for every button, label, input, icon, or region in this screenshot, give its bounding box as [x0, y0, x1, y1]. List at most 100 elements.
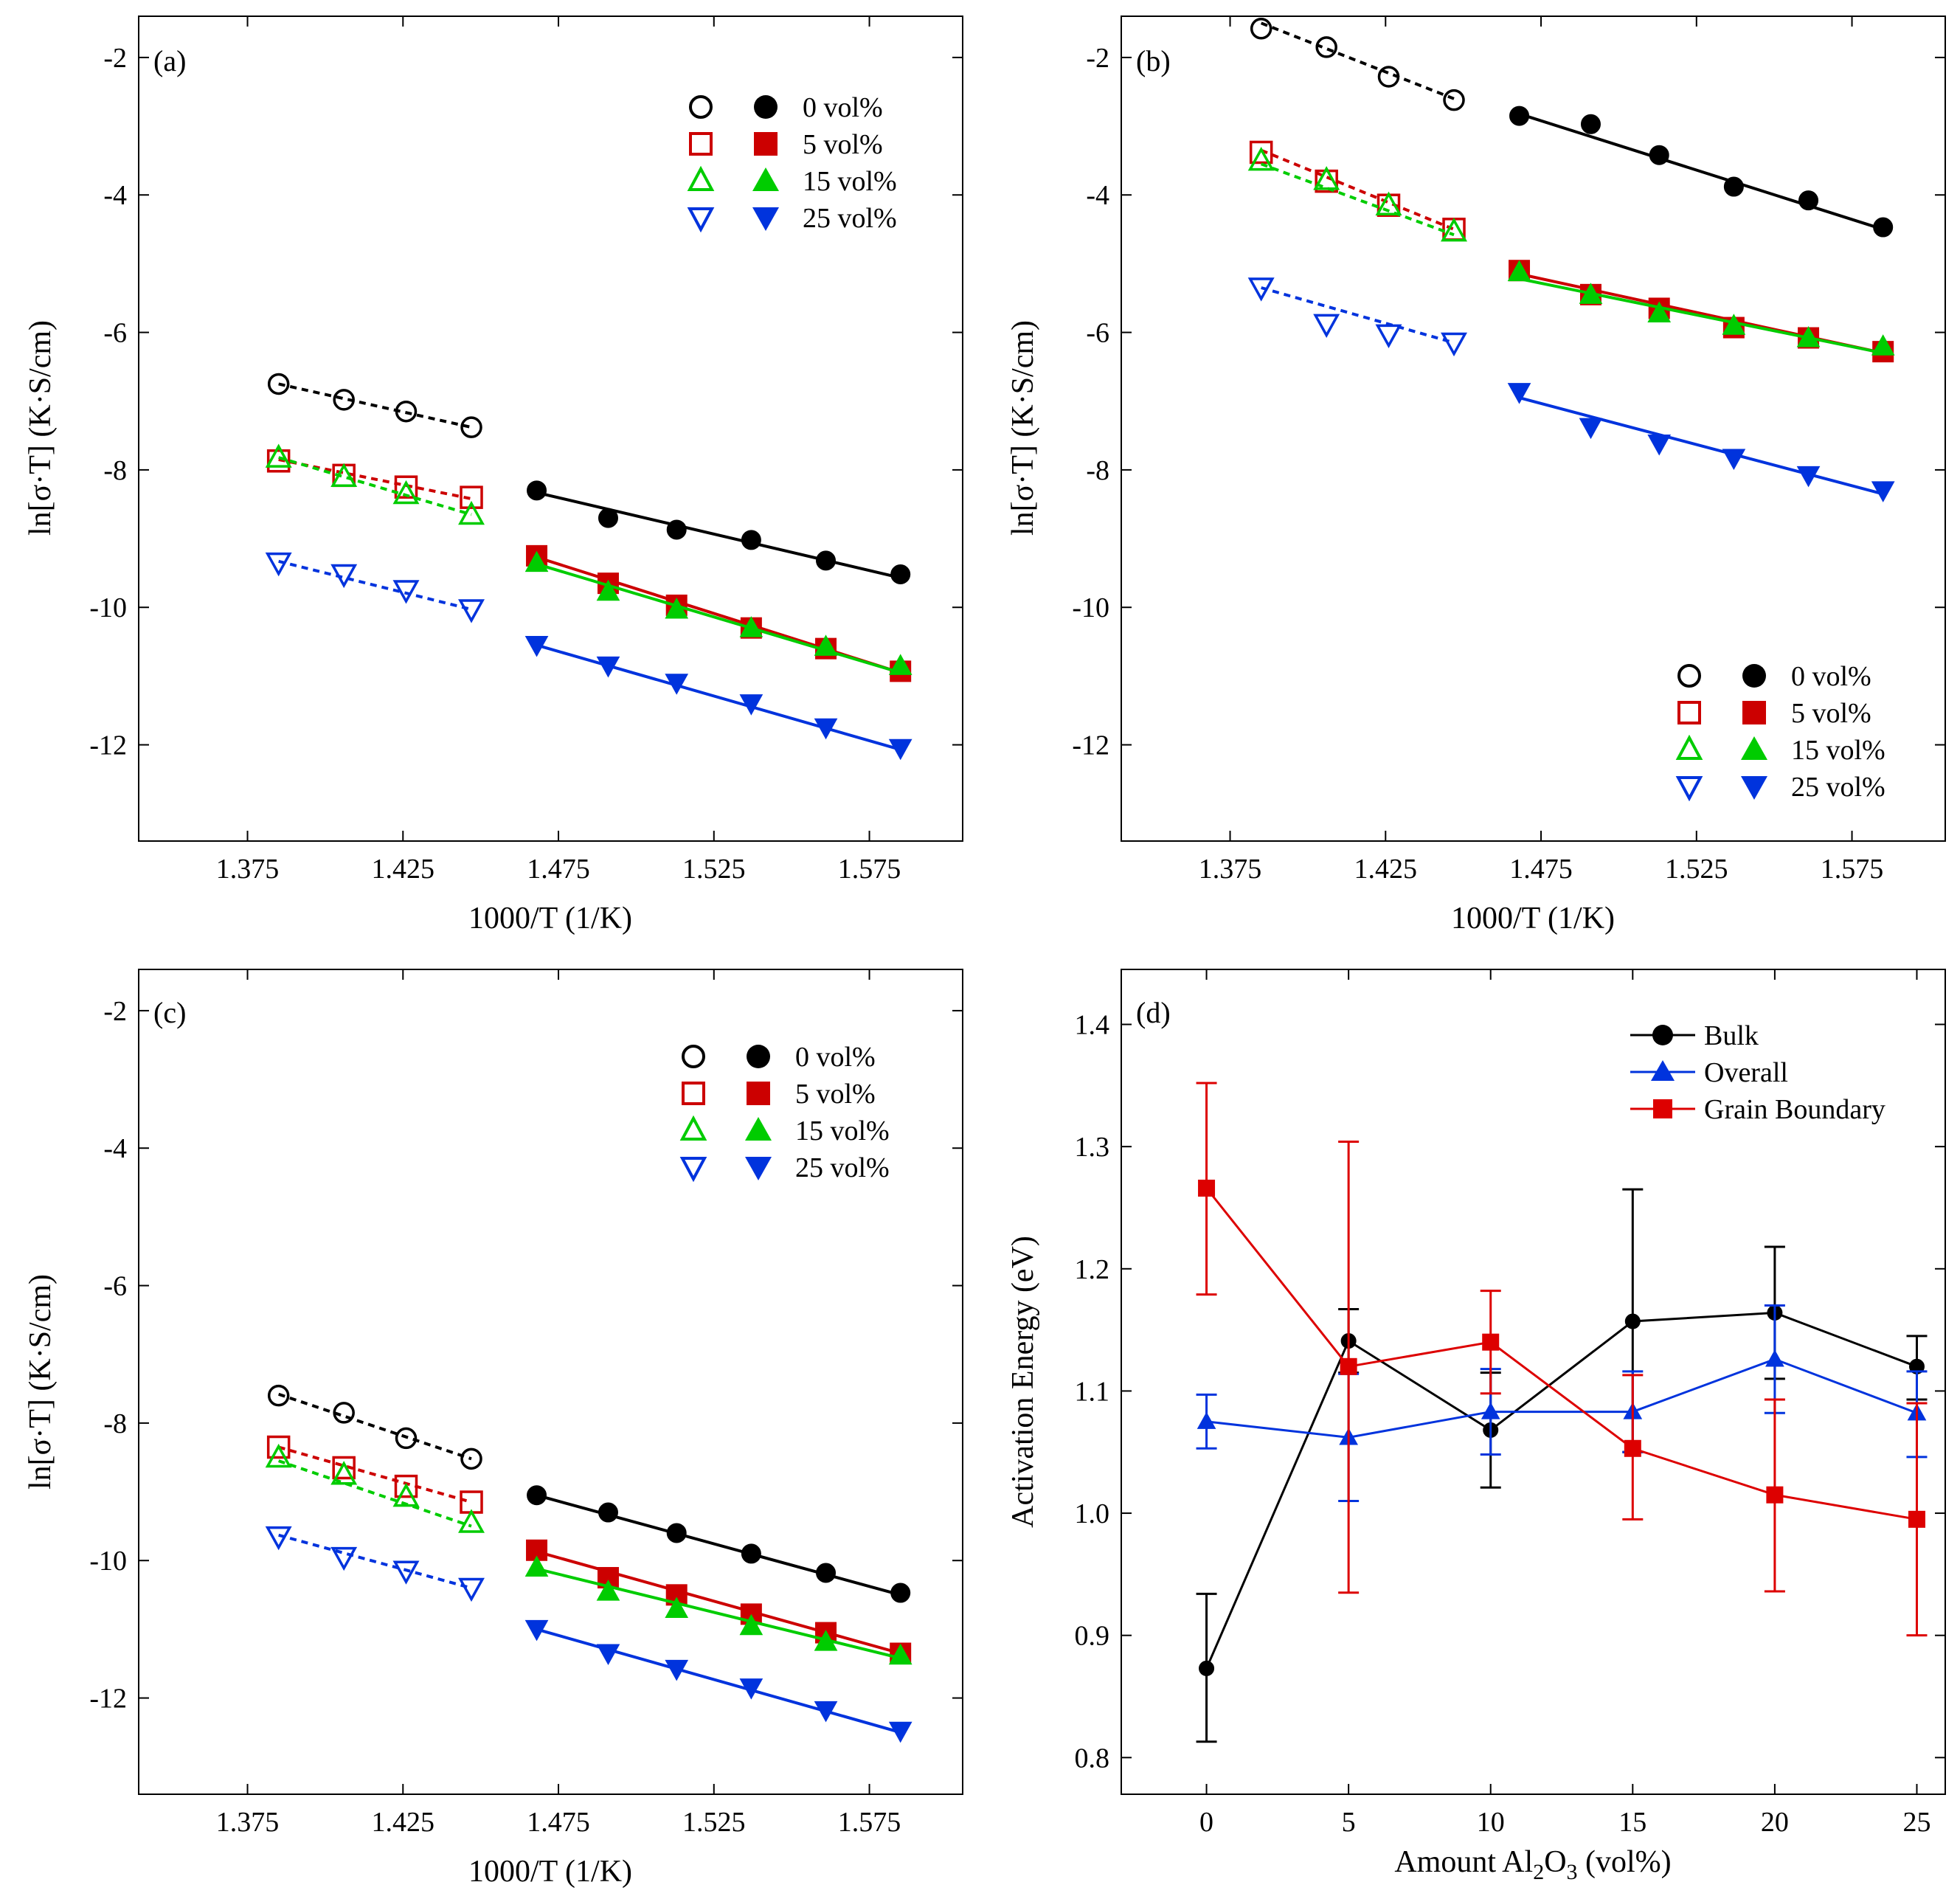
data-point-filled — [739, 1613, 763, 1636]
fit-line-solid — [536, 643, 901, 752]
axis-ticks: 1.375 1.425 1.475 1.525 1.575 -2 -4 -6 -8 -10 -12 — [89, 16, 963, 885]
x-tick-label: 5 — [1342, 1807, 1356, 1838]
legend-marker-open — [1677, 664, 1701, 688]
data-point-open — [460, 1447, 482, 1470]
data-point-filled — [1871, 334, 1895, 356]
legend-marker-open — [679, 1115, 707, 1141]
data-point-open — [458, 1509, 485, 1533]
legend-marker-open — [679, 1157, 707, 1183]
x-axis-label: 1000/T (1/K) — [1451, 902, 1615, 935]
y-tick-label: 1.3 — [1075, 1132, 1110, 1163]
x-tick-label: 25 — [1902, 1807, 1930, 1838]
data-point-open — [392, 1560, 420, 1585]
y-axis-label: Activation Energy (eV) — [1006, 1236, 1040, 1528]
data-point-filled — [1871, 481, 1895, 502]
data-point-open — [460, 485, 483, 509]
legend-label: Bulk — [1704, 1020, 1759, 1051]
fit-line-solid — [536, 1550, 901, 1655]
data-point-filled — [665, 597, 689, 619]
data-point-open — [333, 1402, 355, 1424]
y-tick-label: 1.4 — [1075, 1010, 1110, 1041]
legend-marker-filled — [1741, 736, 1767, 760]
x-tick-label: 1.475 — [527, 1807, 590, 1838]
fit-line-dashed — [278, 559, 472, 611]
y-tick-label: -12 — [89, 730, 127, 761]
legend: 0 vol% 5 vol% 15 vol% 25 vol% — [1675, 661, 1885, 803]
legend-label: 15 vol% — [803, 166, 897, 197]
data-point-filled — [1796, 466, 1821, 488]
fit-line-solid — [1518, 112, 1884, 231]
data-point-filled — [524, 1619, 549, 1642]
data-point-open — [333, 389, 355, 411]
data-point-filled — [1507, 383, 1531, 404]
data-point-filled — [596, 579, 620, 601]
data-point-filled — [816, 1563, 837, 1583]
data-point-filled — [814, 1701, 838, 1723]
x-tick-label: 1.375 — [1199, 854, 1262, 885]
data-point-open — [1375, 324, 1402, 348]
series-line — [1205, 1311, 1918, 1669]
fit-line-dashed — [278, 457, 472, 500]
data-point-open — [265, 443, 292, 468]
legend-marker-filled — [752, 167, 779, 191]
data-point-open — [1313, 166, 1340, 190]
x-tick-label: 1.475 — [527, 854, 590, 885]
data-point-filled — [816, 550, 837, 571]
data-point-open — [330, 463, 358, 487]
data-point-open — [1249, 140, 1273, 165]
y-tick-label: -12 — [89, 1684, 127, 1715]
x-tick-label: 1.375 — [216, 1807, 280, 1838]
fit-line-dashed — [278, 1533, 472, 1590]
data-point-filled — [1579, 418, 1603, 440]
data-point — [1624, 1313, 1641, 1329]
legend-marker-open — [687, 207, 715, 233]
y-tick-label: -10 — [1072, 592, 1109, 623]
data-point-open — [394, 1474, 418, 1498]
fit-line-dashed — [278, 1445, 472, 1504]
x-tick-label: 20 — [1761, 1807, 1789, 1838]
data-point-filled — [524, 1555, 549, 1577]
data-point — [1624, 1439, 1641, 1457]
data-point-filled — [888, 1643, 913, 1665]
plot-area — [138, 969, 963, 1795]
legend-label: 15 vol% — [795, 1115, 890, 1146]
data-point-filled — [741, 530, 761, 550]
legend-row: 0 vol% — [689, 92, 883, 123]
data-point-filled — [1873, 217, 1894, 238]
legend-row: 25 vol% — [1675, 772, 1885, 803]
data-point-open — [1441, 332, 1467, 357]
legend-label: 0 vol% — [1791, 661, 1871, 692]
legend-marker-filled — [754, 132, 778, 156]
legend: Bulk Overall Grain Boundary — [1630, 1020, 1885, 1125]
x-tick-label: 1.375 — [216, 854, 280, 885]
data-point-open — [1377, 66, 1400, 88]
legend-marker-filled — [1741, 776, 1767, 800]
fit-line-solid — [536, 1567, 901, 1660]
legend-marker-open — [682, 1082, 705, 1105]
fit-line-dashed — [1260, 148, 1455, 231]
data-point-open — [330, 564, 358, 589]
y-tick-label: -6 — [1086, 318, 1109, 349]
x-axis-label: Amount Al2O3 (vol%) — [1394, 1845, 1671, 1884]
legend-row: Bulk — [1630, 1020, 1759, 1051]
data-point-filled — [1509, 106, 1530, 126]
legend-marker-open — [1677, 701, 1701, 724]
data-point-open — [265, 552, 292, 577]
legend-marker-open — [682, 1045, 705, 1068]
data-point — [1197, 1411, 1216, 1429]
legend-row: 15 vol% — [679, 1115, 890, 1146]
data-point-filled — [665, 1659, 689, 1681]
data-point-filled — [666, 1523, 687, 1543]
y-tick-label: -4 — [103, 180, 127, 211]
x-tick-label: 1.475 — [1509, 854, 1573, 885]
data-point-filled — [524, 635, 549, 657]
panel-label: (a) — [153, 44, 186, 77]
data-point — [1908, 1510, 1925, 1528]
x-tick-label: 1.575 — [838, 854, 901, 885]
data-point-filled — [1798, 190, 1819, 211]
data-point-filled — [524, 550, 549, 573]
data-point-filled — [527, 480, 547, 501]
data-point-open — [1441, 218, 1467, 242]
legend-marker-filled — [745, 1157, 772, 1180]
